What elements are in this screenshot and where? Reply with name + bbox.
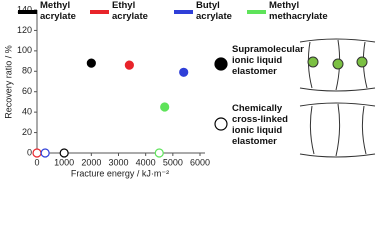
y-tick-label: 140	[17, 4, 32, 14]
schematic	[299, 38, 376, 158]
x-tick-label: 5000	[163, 157, 183, 167]
x-axis-label: Fracture energy / kJ·m⁻²	[71, 168, 169, 178]
legend-label: Ethyl acrylate	[112, 0, 148, 22]
style-marker	[214, 57, 228, 71]
y-tick-label: 60	[22, 86, 32, 96]
legend-label: Methyl methacrylate	[269, 0, 328, 22]
point	[124, 60, 134, 70]
x-tick-label: 1000	[54, 157, 74, 167]
point	[40, 148, 50, 158]
point	[32, 148, 42, 158]
y-axis-label: Recovery ratio / %	[3, 45, 13, 119]
x-tick-label: 3000	[108, 157, 128, 167]
y-tick-label: 20	[22, 127, 32, 137]
y-tick-label: 80	[22, 66, 32, 76]
style-label: Chemically cross-linked ionic liquid ela…	[232, 103, 288, 147]
legend-label: Methyl acrylate	[40, 0, 76, 22]
legend-label: Butyl acrylate	[196, 0, 232, 22]
point	[59, 148, 69, 158]
x-tick-label: 0	[34, 157, 39, 167]
y-tick-label: 40	[22, 107, 32, 117]
y-tick-label: 100	[17, 45, 32, 55]
style-marker	[214, 117, 228, 131]
style-label: Supramolecular ionic liquid elastomer	[232, 44, 304, 77]
point	[154, 148, 164, 158]
point	[179, 67, 189, 77]
point	[160, 102, 170, 112]
page: Fracture energy / kJ·m⁻² Recovery ratio …	[3, 0, 376, 179]
x-tick-label: 2000	[81, 157, 101, 167]
chart: Fracture energy / kJ·m⁻² Recovery ratio …	[3, 4, 376, 178]
x-tick-label: 6000	[190, 157, 210, 167]
x-tick-label: 4000	[136, 157, 156, 167]
y-tick-label: 120	[17, 25, 32, 35]
point	[86, 58, 96, 68]
y-tick-label: 0	[27, 147, 32, 157]
